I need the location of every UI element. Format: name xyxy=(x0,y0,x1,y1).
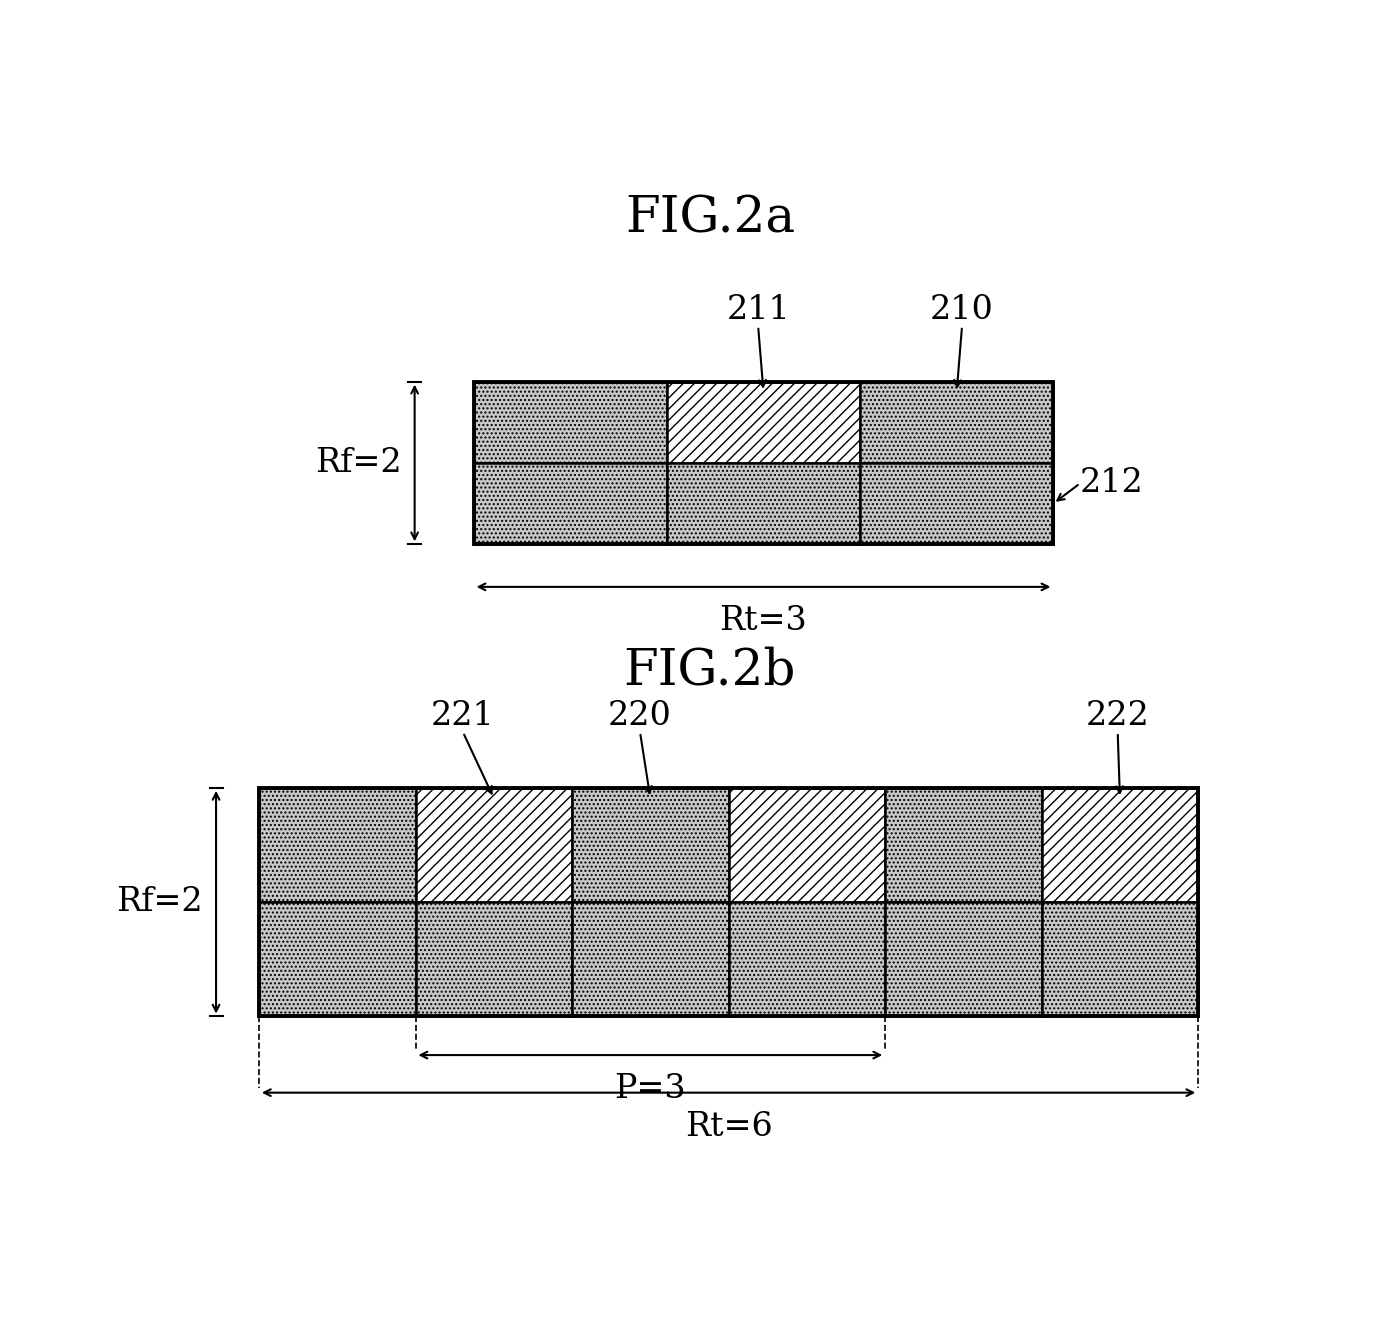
Text: 210: 210 xyxy=(931,294,994,326)
Bar xyxy=(416,787,572,902)
Bar xyxy=(729,902,885,1017)
Text: FIG.2b: FIG.2b xyxy=(623,646,796,695)
Bar xyxy=(259,902,416,1017)
Bar xyxy=(572,902,729,1017)
Bar xyxy=(416,902,572,1017)
Bar xyxy=(259,787,1198,1017)
Bar xyxy=(860,463,1053,545)
Bar xyxy=(474,463,666,545)
Text: FIG.2a: FIG.2a xyxy=(625,194,795,243)
Bar xyxy=(666,463,860,545)
Text: 211: 211 xyxy=(726,294,789,326)
Text: 212: 212 xyxy=(1080,467,1144,500)
Bar xyxy=(860,381,1053,463)
Text: Rf=2: Rf=2 xyxy=(316,447,402,479)
Bar xyxy=(474,381,1053,545)
Text: 221: 221 xyxy=(431,700,494,732)
Text: P=3: P=3 xyxy=(615,1074,686,1105)
Text: 222: 222 xyxy=(1086,700,1150,732)
Bar xyxy=(1042,787,1198,902)
Bar xyxy=(885,902,1042,1017)
Text: Rt=6: Rt=6 xyxy=(684,1111,773,1144)
Bar xyxy=(729,787,885,902)
Text: Rt=3: Rt=3 xyxy=(720,605,807,637)
Text: 220: 220 xyxy=(608,700,672,732)
Bar xyxy=(885,787,1042,902)
Bar xyxy=(572,787,729,902)
Text: Rf=2: Rf=2 xyxy=(116,886,204,918)
Bar xyxy=(1042,902,1198,1017)
Bar xyxy=(259,787,416,902)
Bar xyxy=(474,381,666,463)
Bar xyxy=(666,381,860,463)
